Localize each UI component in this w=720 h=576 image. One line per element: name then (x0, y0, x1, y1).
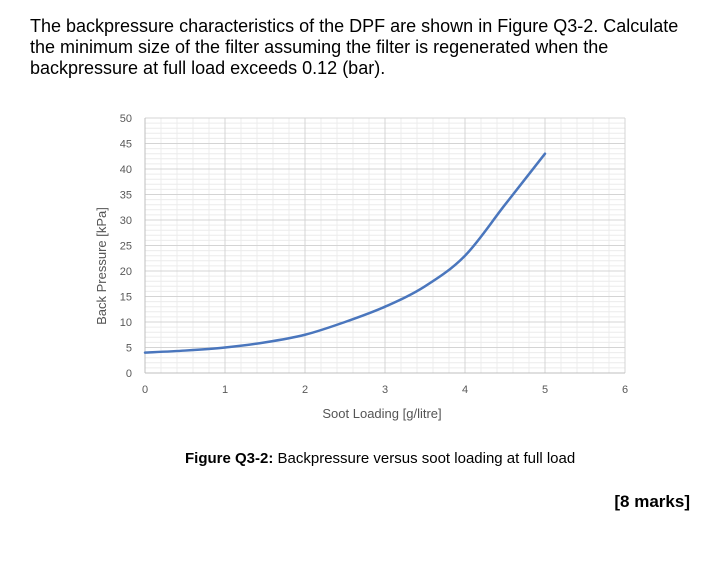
y-tick-label: 20 (120, 266, 132, 278)
figure-caption: Figure Q3-2: Backpressure versus soot lo… (185, 450, 575, 467)
y-tick-label: 45 (120, 139, 132, 151)
x-tick-label: 5 (542, 384, 548, 396)
y-tick-label: 35 (120, 190, 132, 202)
x-axis-label: Soot Loading [g/litre] (322, 406, 441, 421)
y-tick-label: 50 (120, 113, 132, 125)
y-tick-label: 30 (120, 215, 132, 227)
figure-caption-text: Backpressure versus soot loading at full… (273, 450, 576, 467)
chart-axes (144, 118, 625, 374)
x-tick-label: 2 (302, 384, 308, 396)
y-tick-label: 15 (120, 292, 132, 304)
backpressure-chart: 0 5 10 15 20 25 30 35 40 45 50 0 1 2 3 4 5 6 Soot Loading… (90, 108, 650, 428)
series-line (143, 152, 547, 354)
x-tick-label: 4 (462, 384, 468, 396)
y-tick-label: 5 (126, 343, 132, 355)
y-tick-label: 25 (120, 241, 132, 253)
question-text: The backpressure characteristics of the … (30, 16, 679, 78)
x-tick-label: 0 (142, 384, 148, 396)
x-tick-label: 3 (382, 384, 388, 396)
figure-caption-label: Figure Q3-2: (185, 450, 274, 467)
x-tick-label: 1 (222, 384, 228, 396)
chart-series (143, 152, 547, 354)
chart-grid (144, 117, 626, 374)
y-tick-label: 10 (120, 317, 132, 329)
marks-label: [8 marks] (614, 492, 690, 511)
y-axis-label: Back Pressure [kPa] (94, 207, 109, 325)
x-tick-label: 6 (622, 384, 628, 396)
y-tick-label: 0 (126, 368, 132, 380)
y-tick-label: 40 (120, 164, 132, 176)
